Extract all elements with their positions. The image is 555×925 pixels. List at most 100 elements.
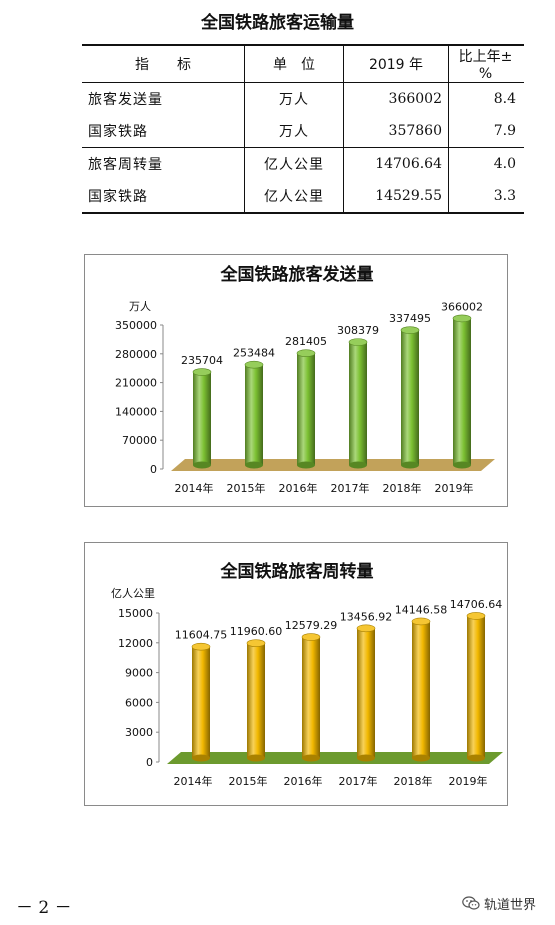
- bar-bottom-cap: [453, 461, 471, 469]
- row-change: 4.0: [493, 156, 516, 172]
- bar-body: [357, 628, 375, 758]
- bar-bottom-cap: [297, 461, 315, 469]
- row-indicator: 国家铁路: [88, 189, 148, 205]
- bar-body: [245, 364, 263, 465]
- bar: [191, 642, 211, 762]
- bar-top-cap: [466, 612, 486, 620]
- chart-title: 全国铁路旅客发送量: [220, 264, 374, 285]
- bar: [356, 624, 376, 762]
- header-indicator: 指 标: [135, 57, 191, 73]
- bar: [348, 338, 368, 469]
- y-tick-label: 210000: [115, 377, 157, 390]
- row-indicator: 国家铁路: [88, 124, 148, 140]
- row-value: 357860: [343, 115, 449, 148]
- header-change: 比上年±%: [458, 49, 513, 82]
- x-tick-label: 2019年: [449, 774, 488, 788]
- table-row: 国家铁路 亿人公里 14529.55 3.3: [82, 180, 524, 213]
- x-tick-label: 2015年: [227, 481, 266, 495]
- y-tick-label: 6000: [125, 696, 153, 709]
- bar-top-cap: [192, 368, 212, 376]
- y-tick-label: 280000: [115, 348, 157, 361]
- bar-top-cap: [301, 633, 321, 641]
- data-label: 235704: [181, 354, 223, 367]
- wechat-icon: [462, 896, 480, 911]
- row-unit: 亿人公里: [244, 147, 344, 180]
- bar-top-cap: [356, 624, 376, 633]
- bar-body: [467, 615, 485, 758]
- bar-top-cap: [246, 639, 266, 647]
- passenger-volume-chart: 全国铁路旅客发送量 万人 0 70000 140000 210000 280000 35000…: [84, 254, 508, 507]
- bar-bottom-cap: [357, 754, 375, 762]
- data-label: 11960.60: [230, 625, 283, 638]
- x-tick-label: 2016年: [284, 774, 323, 788]
- bar-bottom-cap: [247, 754, 265, 762]
- data-label: 366002: [441, 300, 483, 313]
- row-change: 8.4: [493, 91, 516, 107]
- chart-floor: [171, 459, 495, 471]
- y-tick-label: 9000: [125, 667, 153, 680]
- x-tick-label: 2017年: [339, 774, 378, 788]
- row-indicator: 旅客发送量: [88, 92, 163, 108]
- wechat-watermark: 轨道世界: [462, 894, 536, 913]
- row-unit: 万人: [244, 115, 344, 148]
- watermark-text: 轨道世界: [484, 898, 537, 913]
- passenger-km-chart: 全国铁路旅客周转量 亿人公里 0 3000 6000 9000 12000 15000 1160…: [84, 542, 508, 806]
- bar: [296, 349, 316, 469]
- bar-body: [247, 643, 265, 758]
- row-value: 14706.64: [343, 147, 449, 180]
- row-change: 7.9: [493, 123, 516, 139]
- bar-bottom-cap: [349, 461, 367, 469]
- bar: [192, 368, 212, 469]
- y-tick-label: 140000: [115, 405, 157, 418]
- bar: [301, 633, 321, 762]
- row-unit: 亿人公里: [244, 180, 344, 213]
- table-row: 旅客发送量 万人 366002 8.4: [82, 82, 524, 115]
- bar-body: [193, 372, 211, 465]
- bar-top-cap: [400, 326, 420, 334]
- data-label: 12579.29: [285, 619, 338, 632]
- y-tick-label: 3000: [125, 726, 153, 739]
- bar-top-cap: [452, 314, 472, 323]
- y-tick-label: 350000: [115, 319, 157, 332]
- bar-top-cap: [296, 349, 316, 358]
- row-unit: 万人: [244, 82, 344, 115]
- data-label: 14146.58: [395, 603, 448, 616]
- x-tick-label: 2014年: [175, 481, 214, 495]
- row-value: 14529.55: [343, 180, 449, 213]
- bar-body: [401, 330, 419, 465]
- bar-bottom-cap: [192, 754, 210, 762]
- bar-body: [297, 353, 315, 465]
- passenger-transport-table: 指 标 单 位 2019 年 比上年±% 旅客发送量 万人 366002 8.4…: [82, 44, 524, 214]
- bar-bottom-cap: [412, 754, 430, 762]
- x-tick-label: 2017年: [331, 481, 370, 495]
- y-tick-label: 15000: [118, 607, 153, 620]
- y-tick-label: 0: [146, 756, 153, 769]
- bar-top-cap: [191, 642, 211, 651]
- bar: [400, 326, 420, 469]
- data-label: 14706.64: [450, 598, 503, 611]
- y-tick-label: 70000: [122, 434, 157, 447]
- page-number: － 2 －: [16, 898, 72, 918]
- y-tick-label: 12000: [118, 637, 153, 650]
- bar-body: [412, 621, 430, 758]
- bar-top-cap: [348, 338, 368, 346]
- row-change: 3.3: [493, 188, 516, 204]
- chart-title: 全国铁路旅客周转量: [220, 561, 374, 582]
- y-tick-label: 0: [150, 463, 157, 476]
- table-header-row: 指 标 单 位 2019 年 比上年±%: [82, 45, 524, 83]
- header-year: 2019 年: [343, 45, 449, 83]
- x-tick-label: 2018年: [394, 774, 433, 788]
- chart-floor: [167, 752, 503, 764]
- bar-bottom-cap: [302, 754, 320, 762]
- data-label: 308379: [337, 324, 379, 337]
- bar-top-cap: [411, 617, 431, 626]
- data-label: 337495: [389, 312, 431, 325]
- table-row: 国家铁路 万人 357860 7.9: [82, 115, 524, 148]
- bar: [411, 617, 431, 762]
- bar: [244, 360, 264, 469]
- header-unit: 单 位: [244, 45, 344, 83]
- bar: [466, 612, 486, 762]
- table-row: 旅客周转量 亿人公里 14706.64 4.0: [82, 147, 524, 180]
